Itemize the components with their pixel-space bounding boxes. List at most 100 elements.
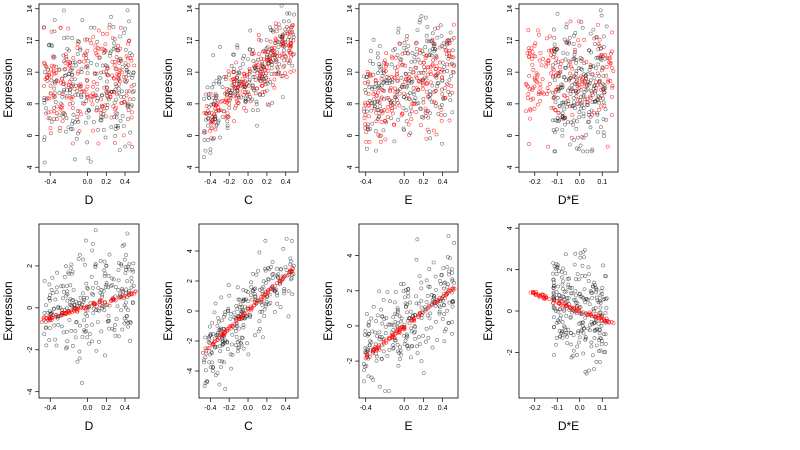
y-tick-label: 6 xyxy=(27,134,34,138)
data-point xyxy=(598,300,603,305)
data-point xyxy=(559,82,564,87)
data-point xyxy=(67,88,72,92)
data-point xyxy=(430,37,435,42)
data-point xyxy=(409,326,414,331)
data-point xyxy=(538,82,543,86)
data-point xyxy=(549,48,553,53)
data-point xyxy=(112,63,117,68)
data-point xyxy=(71,141,75,146)
data-point xyxy=(409,117,414,122)
data-point xyxy=(233,85,237,90)
data-point xyxy=(604,73,608,78)
series-observed xyxy=(361,234,457,393)
data-point xyxy=(120,114,125,118)
data-point xyxy=(247,67,252,71)
data-point xyxy=(379,64,384,69)
data-point xyxy=(584,88,589,92)
data-point xyxy=(563,304,568,309)
data-point xyxy=(61,284,66,289)
data-point xyxy=(596,130,600,135)
data-point xyxy=(213,98,217,103)
data-point xyxy=(581,250,586,255)
data-point xyxy=(206,109,210,113)
data-point xyxy=(86,156,91,161)
data-point xyxy=(578,106,583,111)
data-point xyxy=(113,333,118,338)
data-point xyxy=(451,36,456,40)
data-point xyxy=(362,81,367,85)
data-point xyxy=(402,91,407,96)
data-point xyxy=(397,41,402,46)
data-point xyxy=(448,30,453,35)
data-point xyxy=(205,380,210,384)
data-point xyxy=(423,55,428,60)
data-point xyxy=(128,130,133,135)
x-tick-label: -0.2 xyxy=(529,405,541,412)
data-point xyxy=(383,331,388,335)
data-point xyxy=(70,344,75,348)
y-tick-label: 4 xyxy=(187,165,194,169)
data-point xyxy=(398,348,403,353)
data-point xyxy=(592,308,596,313)
data-point xyxy=(241,346,246,351)
data-point xyxy=(417,335,421,339)
data-point xyxy=(450,48,455,53)
data-point xyxy=(96,46,100,51)
data-point xyxy=(278,305,283,310)
data-point xyxy=(211,332,215,337)
data-point xyxy=(51,291,55,295)
data-point xyxy=(574,60,578,65)
data-point xyxy=(423,15,428,20)
data-point xyxy=(252,292,257,296)
data-point xyxy=(77,87,82,92)
data-point xyxy=(42,315,47,320)
data-point xyxy=(125,103,130,107)
data-point xyxy=(418,107,423,111)
data-point xyxy=(556,318,560,323)
data-point xyxy=(238,302,243,307)
data-point xyxy=(408,309,413,314)
data-point xyxy=(367,114,371,119)
data-point xyxy=(253,333,257,338)
data-point xyxy=(418,60,423,65)
data-point xyxy=(46,116,51,121)
x-tick-label: -0.2 xyxy=(223,405,235,412)
data-point xyxy=(406,51,410,56)
data-point xyxy=(423,339,428,344)
data-point xyxy=(123,47,128,52)
data-point xyxy=(105,319,110,324)
data-point xyxy=(124,93,129,98)
data-point xyxy=(535,102,540,107)
data-point xyxy=(572,297,576,302)
data-point xyxy=(64,264,68,269)
data-point xyxy=(79,89,84,94)
data-point xyxy=(119,58,124,63)
data-point xyxy=(252,287,257,292)
data-point xyxy=(551,315,556,320)
data-point xyxy=(601,263,605,268)
y-tick-label: 10 xyxy=(27,68,34,76)
data-point xyxy=(244,310,249,315)
data-point xyxy=(94,93,99,98)
plot-frame xyxy=(358,3,459,173)
data-point xyxy=(245,92,250,97)
data-point xyxy=(428,69,433,74)
data-point xyxy=(212,112,217,117)
data-point xyxy=(91,300,96,305)
data-point xyxy=(419,280,424,285)
data-point xyxy=(577,335,582,340)
data-point xyxy=(432,295,436,300)
data-point xyxy=(576,38,580,43)
data-point xyxy=(595,298,600,303)
data-point xyxy=(440,103,444,107)
data-point xyxy=(552,35,557,40)
data-point xyxy=(567,40,571,45)
data-point xyxy=(223,387,228,391)
x-tick-label: 0.4 xyxy=(438,179,448,186)
data-point xyxy=(70,73,74,78)
data-point xyxy=(131,269,136,274)
data-point xyxy=(266,68,271,73)
data-point xyxy=(275,65,280,70)
data-point xyxy=(538,51,543,55)
